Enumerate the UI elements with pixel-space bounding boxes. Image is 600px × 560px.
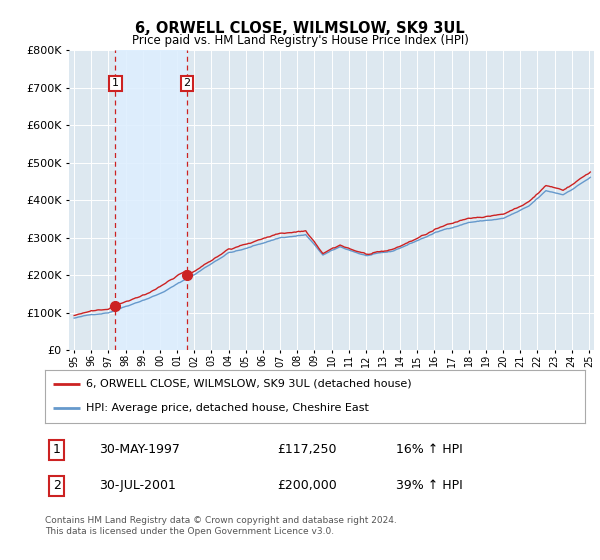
Text: 30-MAY-1997: 30-MAY-1997 (99, 444, 180, 456)
Text: 1: 1 (53, 444, 61, 456)
Text: 30-JUL-2001: 30-JUL-2001 (99, 479, 176, 492)
Text: 2: 2 (184, 78, 191, 88)
Text: 2: 2 (53, 479, 61, 492)
Text: 16% ↑ HPI: 16% ↑ HPI (396, 444, 463, 456)
Text: Price paid vs. HM Land Registry's House Price Index (HPI): Price paid vs. HM Land Registry's House … (131, 34, 469, 46)
Text: £117,250: £117,250 (277, 444, 337, 456)
Text: 6, ORWELL CLOSE, WILMSLOW, SK9 3UL (detached house): 6, ORWELL CLOSE, WILMSLOW, SK9 3UL (deta… (86, 379, 411, 389)
Bar (115, 50, 187, 350)
Text: 6, ORWELL CLOSE, WILMSLOW, SK9 3UL: 6, ORWELL CLOSE, WILMSLOW, SK9 3UL (135, 21, 465, 36)
Text: £200,000: £200,000 (277, 479, 337, 492)
Text: 1: 1 (112, 78, 119, 88)
Text: 39% ↑ HPI: 39% ↑ HPI (396, 479, 463, 492)
Text: Contains HM Land Registry data © Crown copyright and database right 2024.
This d: Contains HM Land Registry data © Crown c… (45, 516, 397, 536)
Text: HPI: Average price, detached house, Cheshire East: HPI: Average price, detached house, Ches… (86, 403, 368, 413)
